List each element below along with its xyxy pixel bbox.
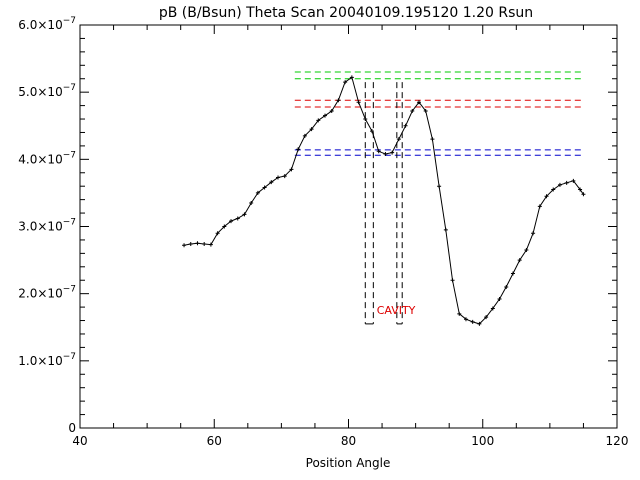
- data-point: [490, 306, 495, 311]
- data-point: [544, 194, 549, 199]
- vertical-markers: [364, 82, 403, 325]
- data-point: [302, 133, 307, 138]
- data-point: [356, 100, 361, 105]
- series-line: [183, 76, 584, 325]
- data-point: [222, 224, 227, 229]
- data-point: [235, 216, 240, 221]
- data-point: [477, 321, 482, 326]
- y-tick-label: 4.0×10−7: [18, 150, 76, 166]
- data-point: [255, 190, 260, 195]
- data-point: [557, 182, 562, 187]
- y-tick-label: 5.0×10−7: [18, 83, 76, 99]
- data-point: [215, 231, 220, 236]
- annotations: CAVITY: [377, 304, 416, 317]
- data-point: [269, 180, 274, 185]
- data-point: [249, 200, 254, 205]
- data-point: [463, 317, 468, 322]
- data-point: [195, 241, 200, 246]
- data-point: [430, 137, 435, 142]
- y-tick-label: 0: [68, 421, 76, 435]
- data-point: [276, 175, 281, 180]
- x-tick-label: 60: [207, 434, 222, 448]
- data-point: [564, 180, 569, 185]
- data-point: [457, 311, 462, 316]
- data-point: [581, 192, 586, 197]
- data-point: [323, 113, 328, 118]
- data-point: [524, 248, 529, 253]
- data-point: [497, 297, 502, 302]
- reference-lines: [294, 71, 584, 156]
- data-point: [450, 278, 455, 283]
- data-point: [437, 184, 442, 189]
- data-point: [343, 80, 348, 85]
- data-point: [504, 284, 509, 289]
- data-point: [470, 319, 475, 324]
- data-point: [208, 242, 213, 247]
- y-tick-label: 2.0×10−7: [18, 285, 76, 301]
- x-tick-label: 40: [72, 434, 87, 448]
- x-tick-label: 80: [341, 434, 356, 448]
- tick-marks: [79, 24, 618, 429]
- data-point: [403, 123, 408, 128]
- x-tick-label: 120: [606, 434, 629, 448]
- data-point: [188, 241, 193, 246]
- data-point: [309, 127, 314, 132]
- data-point: [517, 258, 522, 263]
- data-point: [443, 227, 448, 232]
- data-point: [296, 147, 301, 152]
- x-tick-label: 100: [471, 434, 494, 448]
- data-point: [390, 150, 395, 155]
- data-point: [410, 108, 415, 113]
- data-point: [242, 212, 247, 217]
- chart-title: pB (B/Bsun) Theta Scan 20040109.195120 1…: [159, 5, 533, 21]
- data-point: [262, 185, 267, 190]
- data-point: [202, 241, 207, 246]
- data-point: [396, 137, 401, 142]
- plot-frame: [79, 24, 618, 429]
- data-point: [416, 100, 421, 105]
- y-tick-label: 6.0×10−7: [18, 16, 76, 32]
- data-point: [369, 129, 374, 134]
- data-point: [349, 75, 354, 80]
- data-point: [229, 219, 234, 224]
- y-tick-label: 3.0×10−7: [18, 218, 76, 234]
- data-point: [537, 204, 542, 209]
- data-point: [363, 117, 368, 122]
- data-point: [551, 187, 556, 192]
- tick-labels: 40 60 80 100 120 0 1.0×10−7 2.0×10−7 3.0×10−7 4.0…: [18, 16, 628, 448]
- y-tick-label: 1.0×10−7: [18, 352, 76, 368]
- data-point: [423, 108, 428, 113]
- data-point: [282, 174, 287, 179]
- data-point: [182, 243, 187, 248]
- data-point: [336, 98, 341, 103]
- axes-frame: [79, 24, 618, 429]
- data-point: [383, 151, 388, 156]
- data-point: [289, 167, 294, 172]
- data-point: [510, 271, 515, 276]
- x-axis-label: Position Angle: [306, 456, 391, 470]
- data-point: [578, 187, 583, 192]
- data-point: [531, 231, 536, 236]
- data-point: [316, 118, 321, 123]
- cavity-label: CAVITY: [377, 304, 416, 317]
- data-point: [376, 149, 381, 154]
- data-point: [484, 315, 489, 320]
- data-point: [571, 178, 576, 183]
- data-point: [329, 108, 334, 113]
- data-series: [182, 75, 586, 326]
